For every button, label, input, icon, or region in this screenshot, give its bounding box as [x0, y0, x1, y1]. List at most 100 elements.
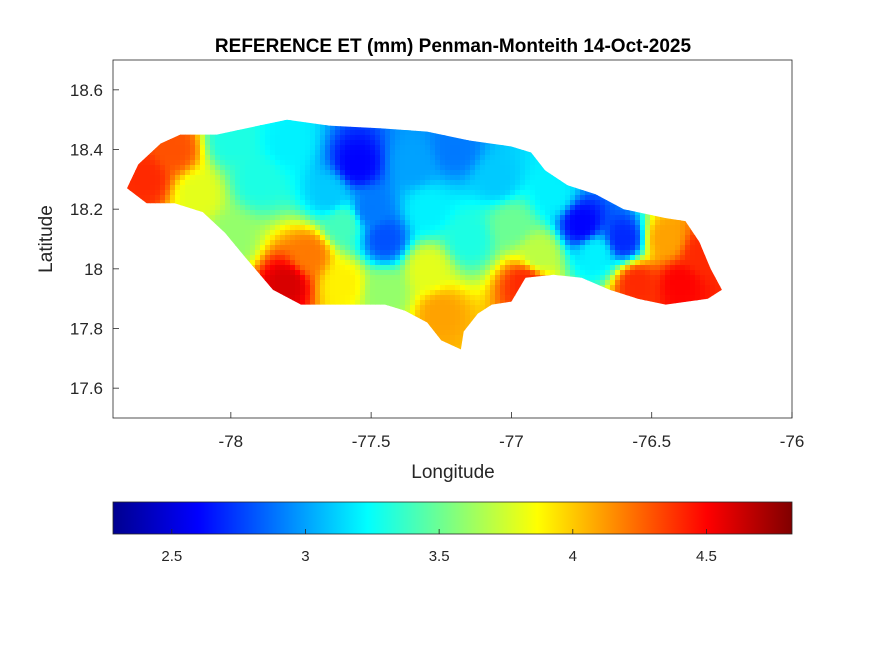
heatmap-cell: [310, 135, 316, 141]
heatmap-cell: [325, 215, 331, 221]
heatmap-cell: [350, 235, 356, 241]
heatmap-cell: [575, 265, 581, 271]
heatmap-cell: [405, 155, 411, 161]
heatmap-cell: [405, 260, 411, 266]
heatmap-cell: [250, 215, 256, 221]
heatmap-cell: [190, 200, 196, 206]
heatmap-cell: [540, 225, 546, 231]
heatmap-cell: [440, 255, 446, 261]
heatmap-cell: [255, 220, 261, 226]
heatmap-cell: [380, 205, 386, 211]
heatmap-cell: [350, 165, 356, 171]
heatmap-cell: [445, 275, 451, 281]
heatmap-cell: [340, 205, 346, 211]
heatmap-cell: [600, 255, 606, 261]
heatmap-cell: [510, 240, 516, 246]
heatmap-cell: [510, 170, 516, 176]
heatmap-cell: [215, 180, 221, 186]
heatmap-cell: [655, 295, 661, 301]
heatmap-cell: [600, 210, 606, 216]
heatmap-cell: [175, 180, 181, 186]
heatmap-cell: [160, 190, 166, 196]
heatmap-cell: [150, 175, 156, 181]
heatmap-cell: [480, 280, 486, 286]
heatmap-cell: [220, 155, 226, 161]
heatmap-cell: [665, 260, 671, 266]
heatmap-cell: [465, 205, 471, 211]
heatmap-cell: [475, 175, 481, 181]
heatmap-cell: [195, 190, 201, 196]
heatmap-cell: [320, 280, 326, 286]
heatmap-cell: [445, 310, 451, 316]
heatmap-cell: [310, 130, 316, 136]
heatmap-cell: [470, 250, 476, 256]
heatmap-cell: [680, 235, 686, 241]
heatmap-cell: [290, 210, 296, 216]
heatmap-cell: [315, 190, 321, 196]
heatmap-cell: [180, 155, 186, 161]
heatmap-cell: [675, 275, 681, 281]
heatmap-cell: [395, 275, 401, 281]
heatmap-cell: [280, 230, 286, 236]
heatmap-cell: [200, 195, 206, 201]
heatmap-cell: [525, 255, 531, 261]
heatmap-cell: [510, 225, 516, 231]
heatmap-cell: [495, 265, 501, 271]
heatmap-cell: [565, 230, 571, 236]
heatmap-cell: [230, 130, 236, 136]
heatmap-cell: [410, 220, 416, 226]
heatmap-cell: [340, 290, 346, 296]
heatmap-cell: [415, 190, 421, 196]
heatmap-cell: [575, 270, 581, 276]
heatmap-cell: [420, 225, 426, 231]
heatmap-cell: [550, 185, 556, 191]
heatmap-cell: [265, 235, 271, 241]
heatmap-cell: [515, 195, 521, 201]
heatmap-cell: [370, 155, 376, 161]
heatmap-cell: [460, 240, 466, 246]
heatmap-cell: [155, 170, 161, 176]
heatmap-cell: [390, 280, 396, 286]
heatmap-cell: [560, 260, 566, 266]
heatmap-cell: [195, 185, 201, 191]
heatmap-cell: [535, 165, 541, 171]
heatmap-cell: [290, 255, 296, 261]
heatmap-cell: [265, 245, 271, 251]
heatmap-cell: [650, 285, 656, 291]
heatmap-cell: [300, 250, 306, 256]
heatmap-cell: [460, 255, 466, 261]
heatmap-cell: [200, 150, 206, 156]
heatmap-cell: [700, 255, 706, 261]
heatmap-cell: [615, 225, 621, 231]
heatmap-cell: [335, 220, 341, 226]
heatmap-cell: [415, 275, 421, 281]
heatmap-cell: [455, 270, 461, 276]
heatmap-cell: [285, 275, 291, 281]
heatmap-cell: [340, 285, 346, 291]
heatmap-cell: [205, 185, 211, 191]
heatmap-cell: [165, 185, 171, 191]
heatmap-cell: [315, 215, 321, 221]
heatmap-cell: [215, 190, 221, 196]
heatmap-cell: [150, 170, 156, 176]
heatmap-cell: [635, 285, 641, 291]
heatmap-cell: [235, 195, 241, 201]
heatmap-cell: [355, 235, 361, 241]
heatmap-cell: [285, 290, 291, 296]
heatmap-cell: [365, 235, 371, 241]
heatmap-cell: [330, 225, 336, 231]
heatmap-cell: [255, 200, 261, 206]
heatmap-cell: [565, 215, 571, 221]
heatmap-cell: [665, 275, 671, 281]
heatmap-cell: [280, 185, 286, 191]
heatmap-cell: [350, 160, 356, 166]
heatmap-cell: [130, 180, 136, 186]
heatmap-cell: [410, 230, 416, 236]
heatmap-cell: [455, 175, 461, 181]
heatmap-cell: [500, 295, 506, 301]
heatmap-cell: [245, 150, 251, 156]
heatmap-cell: [305, 225, 311, 231]
heatmap-cell: [450, 260, 456, 266]
heatmap-cell: [585, 210, 591, 216]
heatmap-cell: [600, 245, 606, 251]
